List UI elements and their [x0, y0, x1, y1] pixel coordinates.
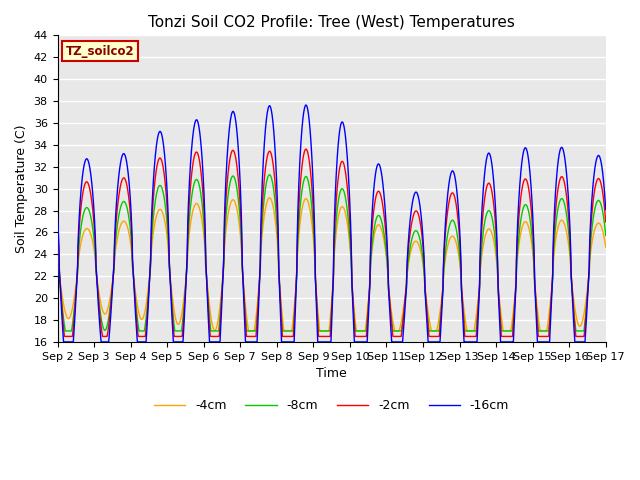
-16cm [54, 214, 61, 219]
Y-axis label: Soil Temperature (C): Soil Temperature (C) [15, 124, 28, 253]
-8cm [172, 328, 179, 334]
-2cm [54, 225, 61, 230]
-8cm [550, 244, 557, 250]
-8cm [602, 232, 609, 238]
-2cm [602, 219, 609, 225]
-16cm [302, 102, 310, 108]
-4cm [395, 328, 403, 334]
Line: -4cm: -4cm [58, 198, 605, 331]
-8cm [395, 328, 403, 334]
Legend: -4cm, -8cm, -2cm, -16cm: -4cm, -8cm, -2cm, -16cm [149, 394, 514, 417]
-8cm [61, 328, 69, 334]
-16cm [385, 300, 393, 305]
-2cm [61, 334, 68, 339]
-16cm [60, 339, 67, 345]
-16cm [550, 221, 557, 227]
-16cm [395, 339, 403, 345]
-2cm [385, 292, 393, 298]
-4cm [207, 312, 214, 318]
Title: Tonzi Soil CO2 Profile: Tree (West) Temperatures: Tonzi Soil CO2 Profile: Tree (West) Temp… [148, 15, 515, 30]
-8cm [266, 172, 273, 178]
-4cm [171, 312, 179, 318]
-2cm [602, 217, 609, 223]
-4cm [602, 243, 609, 249]
-4cm [54, 252, 61, 257]
-16cm [172, 339, 179, 345]
-4cm [245, 328, 253, 334]
-4cm [602, 244, 609, 250]
Line: -2cm: -2cm [58, 149, 605, 336]
-2cm [395, 334, 403, 339]
-4cm [266, 195, 273, 201]
-8cm [385, 295, 393, 300]
-2cm [550, 232, 557, 238]
Text: TZ_soilco2: TZ_soilco2 [66, 45, 134, 58]
-16cm [207, 339, 214, 345]
-2cm [207, 334, 214, 339]
X-axis label: Time: Time [316, 367, 347, 380]
-8cm [207, 328, 214, 334]
-2cm [302, 146, 310, 152]
Line: -16cm: -16cm [58, 105, 605, 342]
Line: -8cm: -8cm [58, 175, 605, 331]
-8cm [602, 231, 609, 237]
-4cm [385, 291, 393, 297]
-8cm [54, 241, 61, 247]
-4cm [550, 252, 557, 258]
-16cm [602, 204, 609, 210]
-2cm [172, 334, 179, 339]
-16cm [602, 206, 609, 212]
